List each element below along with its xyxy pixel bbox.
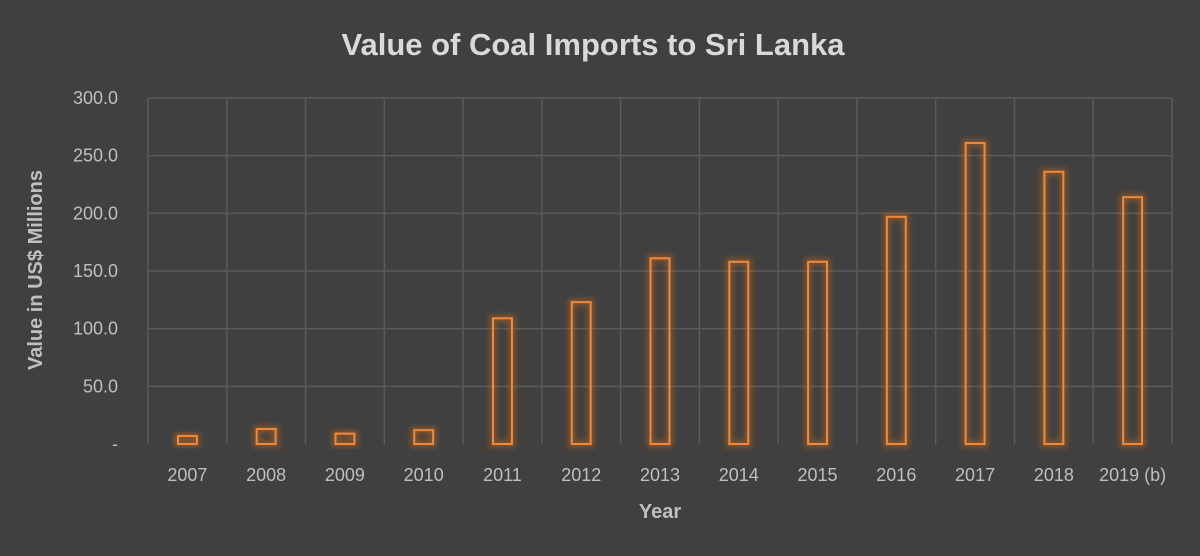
bar bbox=[1122, 196, 1144, 445]
bar bbox=[728, 260, 750, 446]
x-tick-label: 2019 (b) bbox=[1099, 465, 1166, 485]
y-tick-label: 300.0 bbox=[73, 88, 118, 108]
bar-glow bbox=[647, 254, 673, 448]
x-tick-label: 2008 bbox=[246, 465, 286, 485]
bar bbox=[413, 429, 435, 446]
x-tick-label: 2010 bbox=[404, 465, 444, 485]
grid bbox=[147, 97, 1173, 444]
bar-glow bbox=[883, 213, 910, 448]
bar-glow bbox=[962, 139, 989, 448]
bar bbox=[492, 317, 513, 445]
bar-glow bbox=[1119, 193, 1146, 448]
x-axis-title: Year bbox=[639, 501, 681, 523]
bar bbox=[1043, 170, 1065, 446]
x-tick-label: 2017 bbox=[955, 465, 995, 485]
x-tick-label: 2018 bbox=[1034, 465, 1074, 485]
y-tick-label: 250.0 bbox=[73, 146, 118, 166]
x-tick-label: 2011 bbox=[483, 465, 522, 485]
bar-glow bbox=[331, 430, 358, 448]
bar-glow bbox=[725, 258, 752, 448]
bar bbox=[255, 428, 277, 445]
y-axis-title: Value in US$ Millions bbox=[25, 170, 47, 370]
bar-glow bbox=[410, 426, 437, 448]
x-tick-label: 2007 bbox=[167, 465, 207, 485]
bar bbox=[649, 257, 671, 445]
y-tick-label: 50.0 bbox=[83, 376, 118, 396]
x-axis-ticks: 2007 2008 2009 2010 2011 2012 2013 2014 2015 2016… bbox=[167, 465, 1166, 485]
bar bbox=[885, 215, 907, 445]
y-axis-ticks: - 50.0 100.0 150.0 200.0 250.0 300.0 bbox=[73, 88, 118, 454]
bar bbox=[570, 301, 592, 446]
chart-title: Value of Coal Imports to Sri Lanka bbox=[342, 27, 846, 62]
bar-glow bbox=[174, 432, 201, 448]
y-tick-label: 150.0 bbox=[73, 261, 118, 281]
bar-glow bbox=[568, 298, 595, 448]
x-tick-label: 2013 bbox=[640, 465, 680, 485]
bars bbox=[174, 139, 1146, 448]
bar-glow bbox=[804, 258, 831, 448]
x-tick-label: 2015 bbox=[798, 465, 838, 485]
y-tick-label: 100.0 bbox=[73, 319, 118, 339]
y-tick-label: - bbox=[112, 434, 118, 454]
bar bbox=[964, 141, 986, 445]
x-tick-label: 2014 bbox=[719, 465, 759, 485]
bar bbox=[334, 432, 356, 445]
bar bbox=[807, 260, 828, 446]
x-tick-label: 2016 bbox=[876, 465, 916, 485]
bar-glow bbox=[489, 314, 516, 448]
x-tick-label: 2009 bbox=[325, 465, 365, 485]
bar bbox=[176, 434, 198, 445]
x-tick-label: 2012 bbox=[561, 465, 601, 485]
y-tick-label: 200.0 bbox=[73, 203, 118, 223]
bar-glow bbox=[253, 425, 280, 448]
